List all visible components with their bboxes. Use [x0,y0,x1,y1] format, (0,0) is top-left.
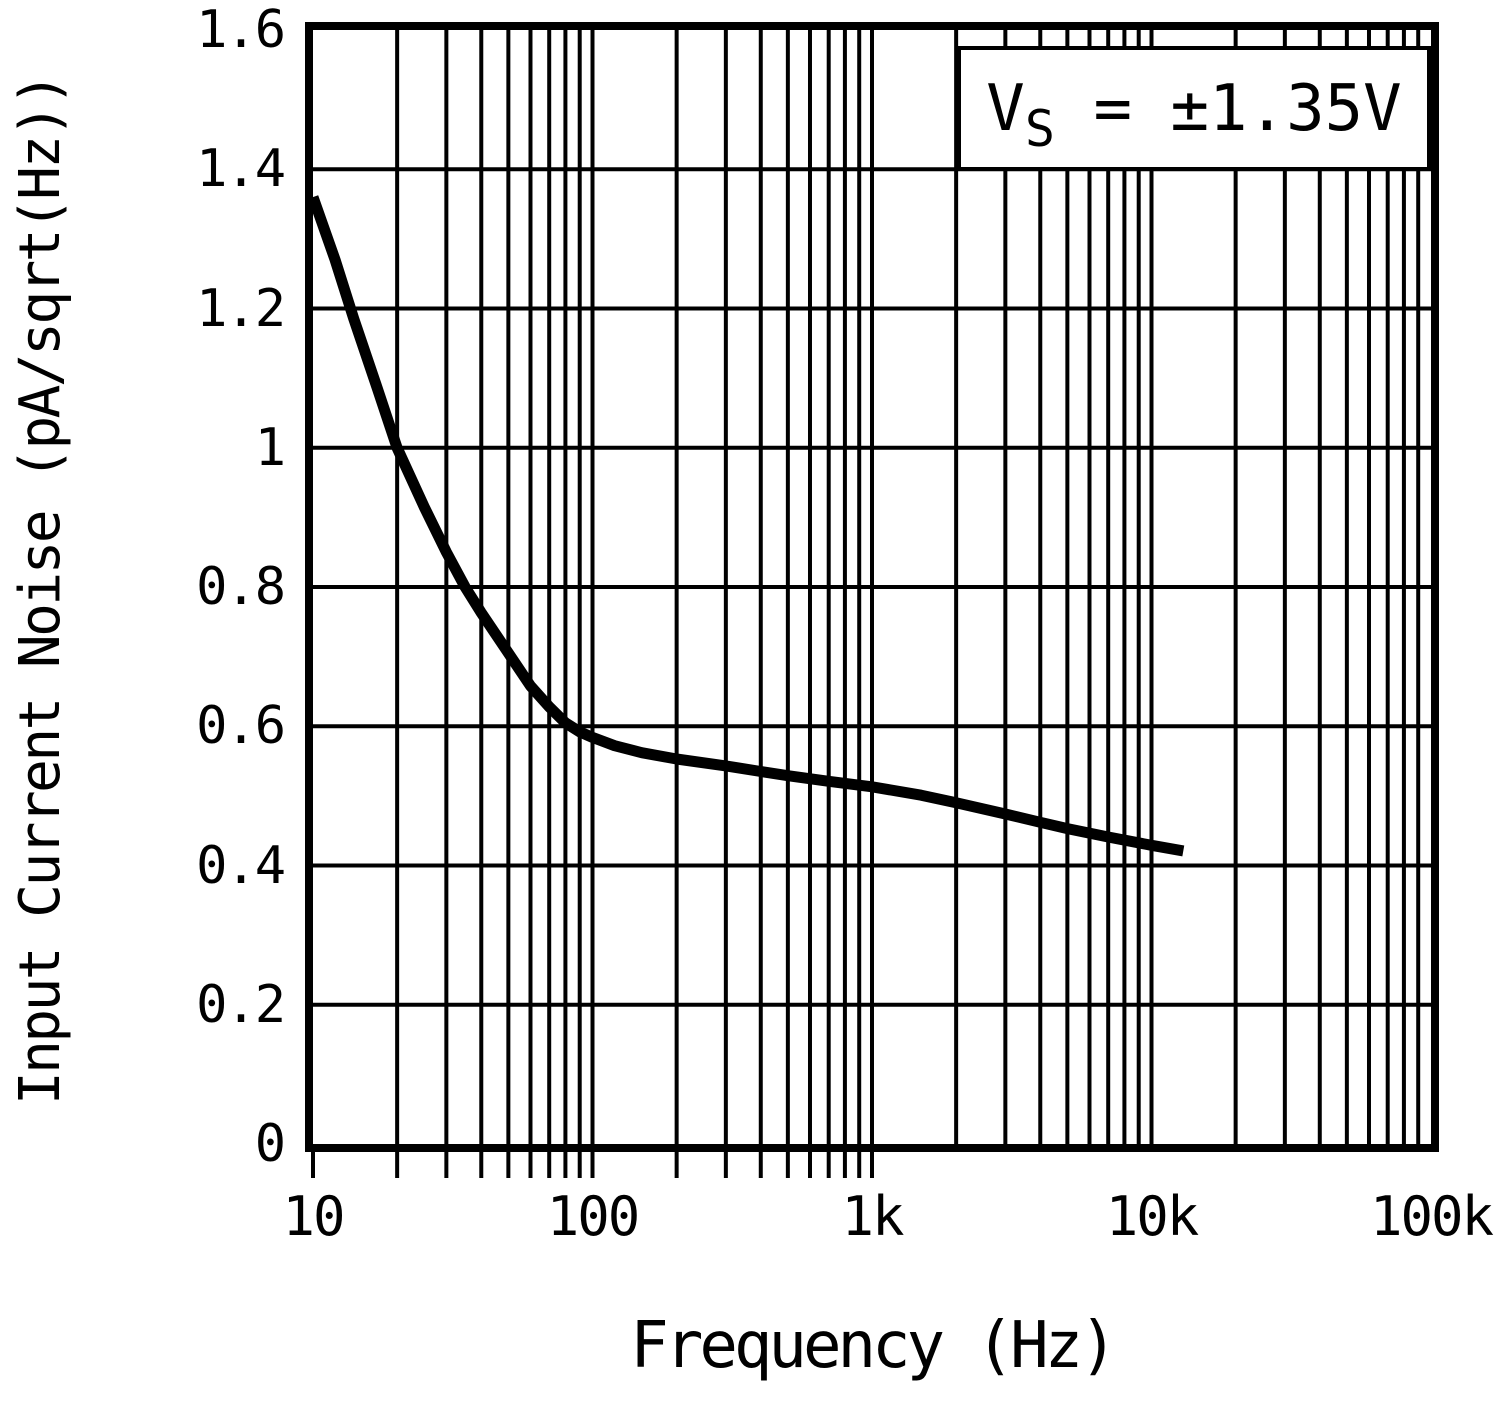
x-axis-title: Frequency (Hz) [630,1309,1117,1383]
y-tick-label: 0.8 [196,557,286,617]
noise-curve [307,195,1185,857]
y-tick-label: 0.4 [196,835,286,896]
annotation-value: ±1.35V [1170,71,1402,146]
annotation-subscript: S [1024,99,1055,158]
y-tick-label: 1.6 [196,0,286,60]
y-tick-label: 0 [254,1114,286,1174]
x-tick-label: 100 [546,1185,641,1248]
chart-canvas [307,30,1431,1178]
x-tick-label: 10k [1105,1185,1200,1248]
y-tick-label: 1 [254,417,286,478]
annotation-equals: = [1054,71,1171,146]
y-axis-title: Input Current Noise (pA/sqrt(Hz)) [8,74,73,1106]
y-tick-label: 0.2 [196,974,286,1035]
x-tick-label: 10 [282,1185,345,1248]
x-tick-label: 1k [841,1185,904,1248]
y-tick-label: 1.2 [196,278,286,339]
x-tick-label: 100k [1369,1185,1494,1248]
y-tick-label: 0.6 [196,696,286,757]
y-tick-label: 1.4 [196,139,286,200]
annotation-variable: V [986,71,1025,146]
